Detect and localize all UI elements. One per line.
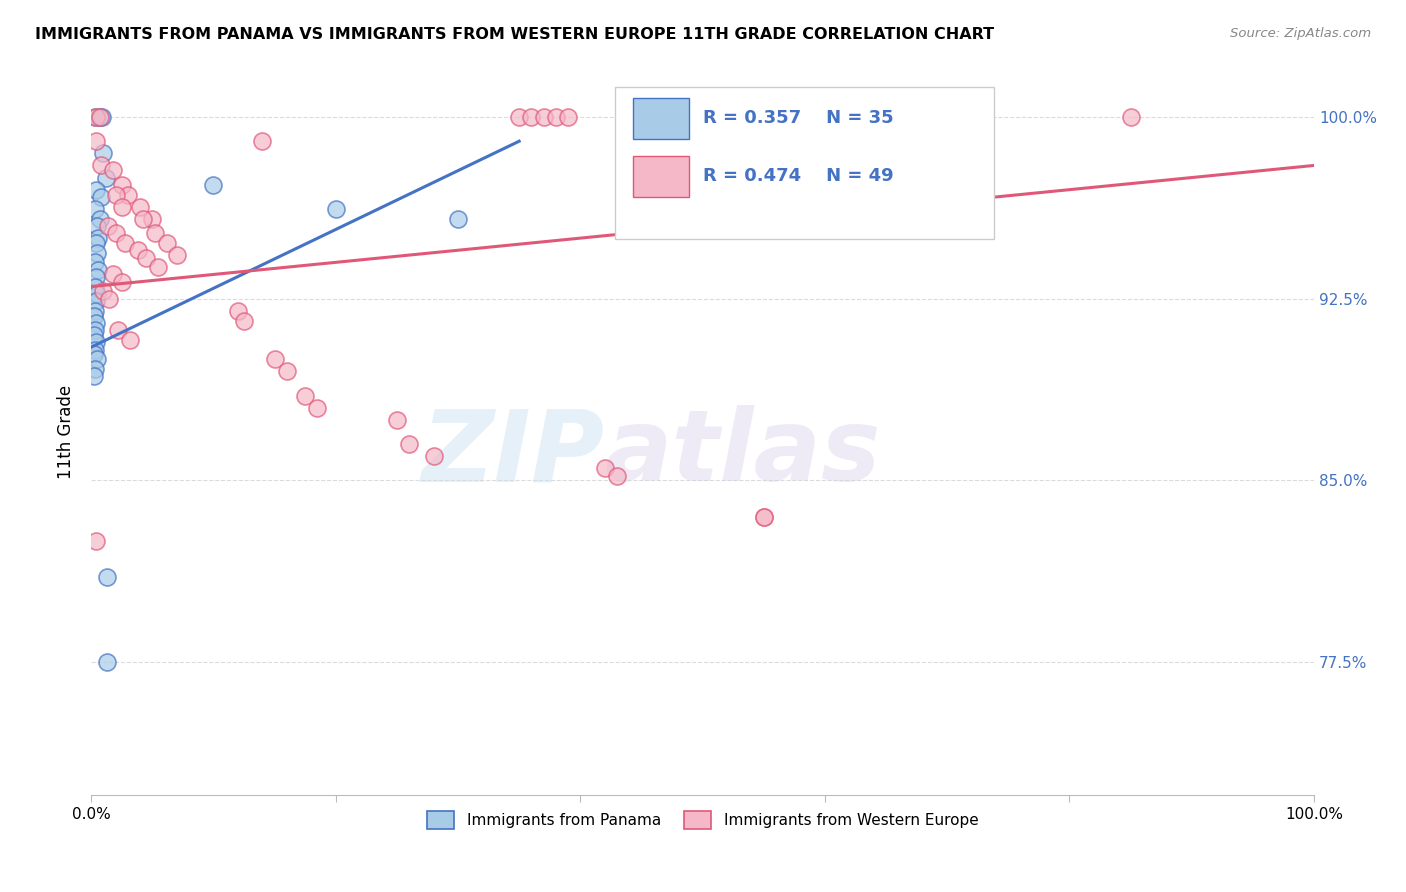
Point: [557, 110, 579, 124]
Text: Source: ZipAtlas.com: Source: ZipAtlas.com: [1230, 27, 1371, 40]
Point: [83, 255, 105, 269]
Text: R = 0.357    N = 35: R = 0.357 N = 35: [703, 109, 893, 127]
Point: [86, 286, 108, 301]
Point: [86, 245, 108, 260]
Point: [91, 110, 114, 124]
Point: [86, 219, 108, 233]
Point: [89, 110, 111, 124]
Point: [127, 244, 149, 258]
Point: [83, 362, 105, 376]
Point: [752, 509, 775, 524]
Point: [111, 178, 134, 192]
Point: [84, 533, 107, 548]
Point: [84, 269, 107, 284]
Point: [276, 364, 298, 378]
Point: [111, 200, 134, 214]
Point: [533, 110, 555, 124]
Point: [447, 211, 470, 226]
Point: [307, 401, 329, 415]
Text: atlas: atlas: [605, 405, 882, 502]
Point: [752, 509, 775, 524]
Point: [263, 352, 285, 367]
Point: [83, 328, 105, 343]
Point: [148, 260, 170, 275]
Point: [83, 202, 105, 216]
Point: [97, 219, 120, 233]
Point: [325, 202, 347, 216]
Point: [101, 268, 124, 282]
Point: [131, 211, 153, 226]
Point: [93, 285, 115, 299]
Point: [398, 437, 420, 451]
FancyBboxPatch shape: [614, 87, 994, 239]
Point: [87, 231, 110, 245]
Point: [83, 323, 105, 337]
Point: [117, 187, 139, 202]
Point: [104, 187, 127, 202]
Point: [84, 294, 107, 309]
Point: [593, 461, 616, 475]
Point: [98, 292, 121, 306]
Point: [84, 335, 107, 350]
Point: [202, 178, 225, 192]
Point: [84, 316, 107, 330]
Point: [94, 170, 117, 185]
FancyBboxPatch shape: [633, 98, 689, 139]
Point: [135, 251, 157, 265]
Point: [83, 347, 105, 361]
Point: [89, 211, 111, 226]
Point: [233, 313, 256, 327]
Point: [508, 110, 530, 124]
Point: [87, 262, 110, 277]
Point: [86, 352, 108, 367]
Point: [84, 110, 107, 124]
Point: [84, 183, 107, 197]
Point: [101, 163, 124, 178]
Point: [1119, 110, 1142, 124]
Point: [104, 227, 127, 241]
Point: [114, 235, 136, 250]
Legend: Immigrants from Panama, Immigrants from Western Europe: Immigrants from Panama, Immigrants from …: [420, 805, 984, 835]
Point: [294, 389, 316, 403]
Point: [83, 369, 105, 384]
Text: R = 0.474    N = 49: R = 0.474 N = 49: [703, 167, 893, 186]
Point: [107, 323, 129, 337]
Point: [252, 134, 274, 148]
Point: [143, 227, 166, 241]
Point: [90, 158, 112, 172]
Point: [129, 200, 152, 214]
Point: [89, 110, 111, 124]
Point: [83, 279, 105, 293]
Point: [120, 333, 142, 347]
Point: [83, 110, 105, 124]
Point: [520, 110, 543, 124]
Point: [93, 146, 115, 161]
Point: [96, 570, 118, 584]
Point: [226, 303, 249, 318]
Point: [156, 235, 179, 250]
Point: [422, 449, 444, 463]
Point: [606, 468, 628, 483]
Point: [385, 413, 408, 427]
Text: ZIP: ZIP: [422, 405, 605, 502]
Point: [96, 655, 118, 669]
Point: [166, 248, 188, 262]
Point: [111, 275, 134, 289]
Point: [83, 303, 105, 318]
Point: [84, 235, 107, 250]
Point: [544, 110, 567, 124]
Point: [90, 190, 112, 204]
Y-axis label: 11th Grade: 11th Grade: [58, 384, 75, 479]
Point: [814, 207, 837, 221]
Point: [141, 211, 163, 226]
Point: [84, 134, 107, 148]
Text: IMMIGRANTS FROM PANAMA VS IMMIGRANTS FROM WESTERN EUROPE 11TH GRADE CORRELATION : IMMIGRANTS FROM PANAMA VS IMMIGRANTS FRO…: [35, 27, 994, 42]
Point: [83, 309, 105, 323]
Point: [83, 343, 105, 357]
FancyBboxPatch shape: [633, 156, 689, 197]
